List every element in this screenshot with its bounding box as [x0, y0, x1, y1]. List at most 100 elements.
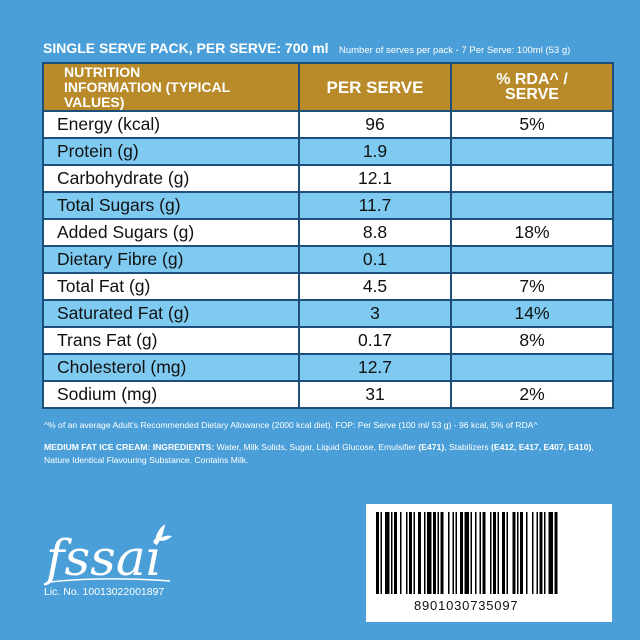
nutrient-name: Dietary Fibre (g) [42, 245, 300, 274]
barcode-bar [554, 512, 558, 594]
per-serve-value: 8.8 [298, 218, 452, 247]
barcode-bar [532, 512, 534, 594]
barcode-bar [448, 512, 450, 594]
nutrient-name: Added Sugars (g) [42, 218, 300, 247]
license-number: Lic. No. 10013022001897 [44, 586, 165, 598]
fssai-logo-text: fssai [44, 529, 162, 586]
table-row: Trans Fat (g) 0.17 8% [42, 326, 614, 355]
barcode-bar [479, 512, 481, 594]
barcode-bar [437, 512, 439, 594]
rda-value [450, 353, 614, 382]
table-header-row: NUTRITION INFORMATION (TYPICAL VALUES) P… [42, 62, 614, 112]
table-row: Cholesterol (mg) 12.7 [42, 353, 614, 382]
barcode-bar [526, 512, 528, 594]
ingredients-part: Water, Milk Solids, Sugar, Liquid Glucos… [214, 442, 419, 452]
per-serve-value: 96 [298, 110, 452, 139]
barcode-bar [394, 512, 397, 594]
ingredients-part: , Stabilizers [444, 442, 491, 452]
rda-value: 18% [450, 218, 614, 247]
serves-note: Number of serves per pack - 7 Per Serve:… [339, 45, 571, 56]
barcode-bar [497, 512, 499, 594]
barcode-bar [433, 512, 436, 594]
barcode-bar [391, 512, 393, 594]
rda-value [450, 164, 614, 193]
barcode-bar [409, 512, 412, 594]
barcode-bar [452, 512, 454, 594]
barcode-bar [406, 512, 408, 594]
per-serve-value: 3 [298, 299, 452, 328]
column-header-rda: % RDA^ / SERVE [450, 62, 614, 112]
nutrient-name: Trans Fat (g) [42, 326, 300, 355]
column-header-per-serve: PER SERVE [298, 62, 452, 112]
per-serve-value: 4.5 [298, 272, 452, 301]
barcode-bar [380, 512, 382, 594]
fssai-logo-mark: fssai [42, 524, 172, 587]
table-row: Sodium (mg) 31 2% [42, 380, 614, 409]
table-row: Added Sugars (g) 8.8 18% [42, 218, 614, 247]
barcode-bar [470, 512, 472, 594]
per-serve-value: 31 [298, 380, 452, 409]
per-serve-value: 12.1 [298, 164, 452, 193]
barcode-bar [413, 512, 415, 594]
rda-value: 7% [450, 272, 614, 301]
barcode-bar [427, 512, 432, 594]
table-row: Total Fat (g) 4.5 7% [42, 272, 614, 301]
rda-footnote: ^% of an average Adult's Recommended Die… [44, 420, 538, 430]
barcode-number: 8901030735097 [414, 598, 519, 613]
per-serve-value: 1.9 [298, 137, 452, 166]
rda-value: 8% [450, 326, 614, 355]
barcode-bar [536, 512, 538, 594]
per-serve-value: 12.7 [298, 353, 452, 382]
fssai-logo: fssai [42, 520, 184, 591]
table-row: Energy (kcal) 96 5% [42, 110, 614, 139]
barcode-bar [506, 512, 508, 594]
barcode-bar [512, 512, 516, 594]
barcode-bar [493, 512, 496, 594]
barcode-bar [418, 512, 421, 594]
barcode-bar [376, 512, 379, 594]
nutrient-name: Sodium (mg) [42, 380, 300, 409]
barcode-bar [400, 512, 402, 594]
ingredients-part: , Nature Identical Flavouring Substance.… [44, 442, 594, 465]
serve-header: SINGLE SERVE PACK, PER SERVE: 700 ml Num… [43, 40, 613, 58]
per-serve-value: 11.7 [298, 191, 452, 220]
barcode-bar [455, 512, 457, 594]
additive-code: (E412, E417, E407, E410) [491, 442, 592, 452]
barcode-bar [424, 512, 426, 594]
ingredients-heading: MEDIUM FAT ICE CREAM: INGREDIENTS: [44, 442, 215, 452]
barcode-bar [464, 512, 469, 594]
barcode-bar [490, 512, 492, 594]
barcode-bar [475, 512, 477, 594]
nutrition-table: NUTRITION INFORMATION (TYPICAL VALUES) P… [42, 62, 614, 409]
rda-value: 14% [450, 299, 614, 328]
barcode-bar [440, 512, 444, 594]
barcode-bar [539, 512, 543, 594]
rda-value [450, 137, 614, 166]
nutrient-name: Cholesterol (mg) [42, 353, 300, 382]
nutrient-name: Energy (kcal) [42, 110, 300, 139]
barcode-bar [544, 512, 546, 594]
barcode-bars [376, 512, 558, 594]
barcode-bar [385, 512, 390, 594]
barcode: 8901030735097 [366, 504, 612, 622]
barcode-bar [502, 512, 505, 594]
table-row: Carbohydrate (g) 12.1 [42, 164, 614, 193]
per-serve-value: 0.1 [298, 245, 452, 274]
per-serve-value: 0.17 [298, 326, 452, 355]
rda-value [450, 245, 614, 274]
column-header-nutrient: NUTRITION INFORMATION (TYPICAL VALUES) [42, 62, 300, 112]
nutrient-name: Protein (g) [42, 137, 300, 166]
barcode-bar [520, 512, 523, 594]
additive-code: (E471) [418, 442, 445, 452]
table-row: Protein (g) 1.9 [42, 137, 614, 166]
rda-value: 5% [450, 110, 614, 139]
rda-value [450, 191, 614, 220]
barcode-bar [548, 512, 553, 594]
nutrient-name: Total Fat (g) [42, 272, 300, 301]
nutrient-name: Total Sugars (g) [42, 191, 300, 220]
nutrient-name: Carbohydrate (g) [42, 164, 300, 193]
table-row: Total Sugars (g) 11.7 [42, 191, 614, 220]
rda-value: 2% [450, 380, 614, 409]
nutrient-name: Saturated Fat (g) [42, 299, 300, 328]
table-row: Dietary Fibre (g) 0.1 [42, 245, 614, 274]
